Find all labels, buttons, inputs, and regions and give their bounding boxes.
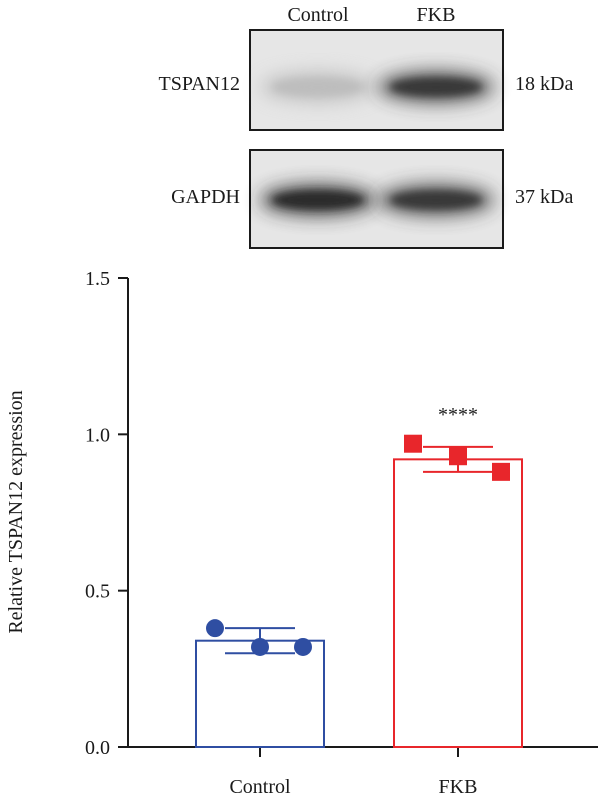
bar-chart: Relative TSPAN12 expression 0.0 0.5 1.0 1.5… [5,268,598,798]
band-tspan12-fkb [390,78,482,96]
y-tick-label: 0.5 [85,581,110,603]
significance-label: **** [438,404,478,426]
x-tick-label: FKB [439,776,478,798]
data-point-fkb [449,447,467,466]
blot-row-gapdh: GAPDH 37 kDa [171,149,573,249]
x-tick-label: Control [229,776,291,798]
blot-row-tspan12: TSPAN12 18 kDa [158,29,573,131]
bands-tspan12 [260,71,494,103]
lane-label-control: Control [287,4,349,26]
data-point-control [251,637,269,656]
y-ticks: 0.0 0.5 1.0 1.5 [85,268,128,759]
bar-fkb [393,458,523,748]
data-point-control [206,619,224,638]
bands-gapdh [260,184,494,216]
protein-label-gapdh: GAPDH [171,186,240,208]
band-tspan12-control [272,78,364,96]
weight-label-gapdh: 37 kDa [515,186,573,208]
lane-label-fkb: FKB [417,4,456,26]
y-tick-label: 0.0 [85,737,110,759]
bar-control [195,639,325,749]
data-point-fkb [404,434,422,453]
band-gapdh-fkb [390,191,482,209]
y-axis-label: Relative TSPAN12 expression [5,390,27,633]
bars [195,434,523,749]
annotations: **** [438,404,478,426]
data-point-control [294,637,312,656]
protein-label-tspan12: TSPAN12 [158,73,240,95]
weight-label-tspan12: 18 kDa [515,73,573,95]
x-ticks: Control FKB [229,747,477,798]
y-tick-label: 1.5 [85,268,110,290]
western-blot: Control FKB TSPAN12 18 kDa GAPDH 37 kDa [158,4,573,249]
y-tick-label: 1.0 [85,424,110,446]
data-point-fkb [492,462,510,481]
band-gapdh-control [272,191,364,209]
